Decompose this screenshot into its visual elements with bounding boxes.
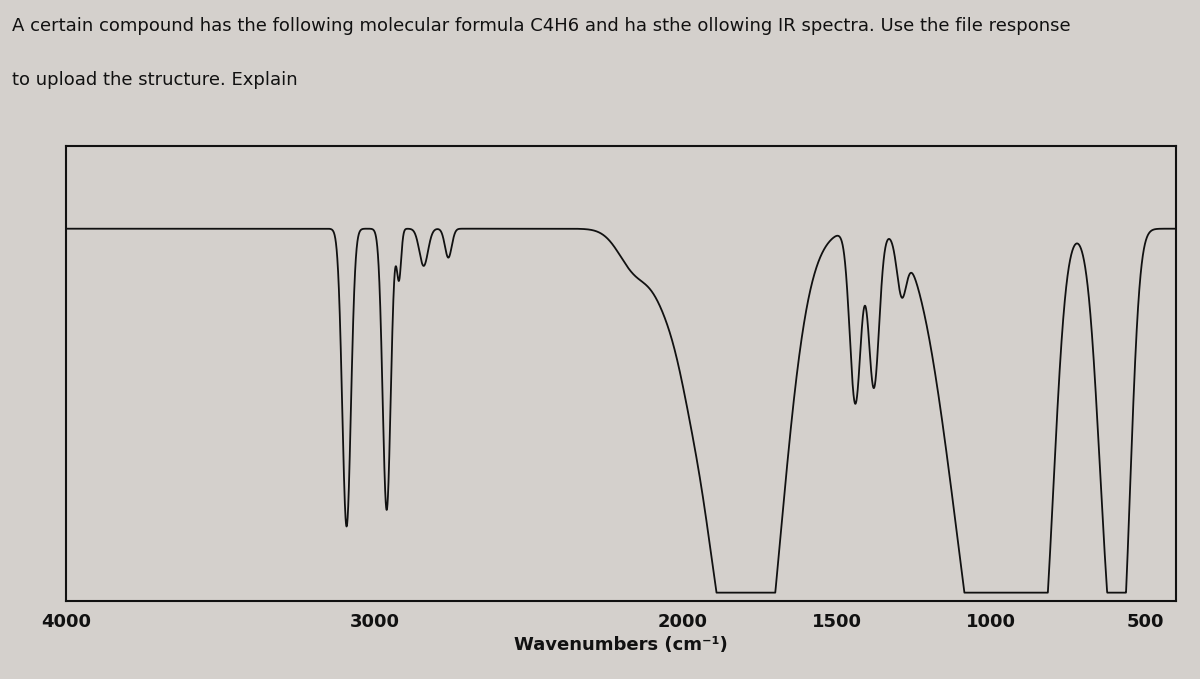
Text: A certain compound has the following molecular formula C4H6 and ha sthe ollowing: A certain compound has the following mol…: [12, 17, 1070, 35]
X-axis label: Wavenumbers (cm⁻¹): Wavenumbers (cm⁻¹): [514, 636, 728, 655]
Text: to upload the structure. Explain: to upload the structure. Explain: [12, 71, 298, 90]
